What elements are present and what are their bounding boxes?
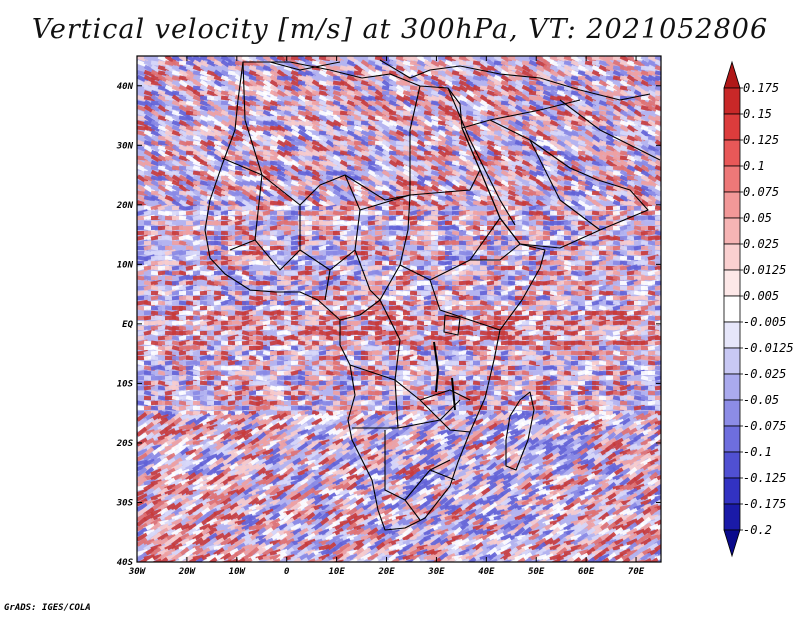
x-tick-label: 40E — [478, 567, 495, 577]
y-tick-label: 20N — [116, 201, 134, 211]
colorbar-label: -0.0125 — [743, 341, 794, 355]
colorbar-label: -0.2 — [743, 523, 772, 537]
colorbar-box — [723, 269, 741, 297]
colorbar-box — [723, 165, 741, 193]
y-tick-label: 30N — [116, 141, 134, 151]
colorbar-label: 0.1 — [743, 159, 765, 173]
colorbar-box — [723, 399, 741, 427]
colorbar-label: -0.025 — [743, 367, 786, 381]
colorbar-box — [723, 139, 741, 167]
madagascar-outline — [505, 391, 535, 471]
software-credit: GrADS: IGES/COLA — [4, 603, 91, 613]
x-tick-label: 10E — [328, 567, 345, 577]
colorbar-top-arrow — [723, 60, 741, 89]
y-tick-label: 40S — [117, 558, 134, 568]
x-tick-label: 0 — [284, 567, 290, 577]
colorbar-box — [723, 503, 741, 531]
x-tick-label: 70E — [628, 567, 645, 577]
colorbar-box — [723, 477, 741, 505]
map-axes: 30W 20W 10W 0 10E 20E 30E 40E 50E 60E 70E 40N 30N 20N… — [116, 56, 661, 577]
x-tick-label: 60E — [578, 567, 595, 577]
colorbar-box — [723, 425, 741, 453]
x-tick-label: 20E — [377, 567, 395, 577]
colorbar-bottom-arrow — [723, 529, 741, 558]
colorbar-box — [723, 217, 741, 245]
colorbar-box — [723, 87, 741, 115]
country-borders — [204, 59, 661, 531]
colorbar-box — [723, 243, 741, 271]
colorbar-box — [723, 373, 741, 401]
africa-coastline — [204, 61, 546, 531]
colorbar-label: -0.005 — [743, 315, 786, 329]
x-tick-label: 50E — [528, 567, 545, 577]
colorbar-label: 0.125 — [743, 133, 779, 147]
colorbar-label: 0.025 — [743, 237, 779, 251]
colorbar-label: 0.15 — [743, 107, 772, 121]
x-tick-label: 30W — [128, 567, 147, 577]
x-tick-label: 30E — [427, 567, 445, 577]
colorbar-box — [723, 451, 741, 479]
colorbar-label: 0.05 — [743, 211, 772, 225]
colorbar-label: -0.075 — [743, 419, 786, 433]
colorbar-label: -0.125 — [743, 471, 786, 485]
colorbar-box — [723, 191, 741, 219]
y-tick-label: 30S — [116, 498, 134, 508]
colorbar-label: -0.175 — [743, 497, 786, 511]
y-tick-label: 10N — [117, 260, 134, 270]
colorbar-label: 0.075 — [743, 185, 779, 199]
velocity-field — [137, 56, 661, 562]
colorbar-label: -0.05 — [743, 393, 779, 407]
y-tick-label: 40N — [117, 82, 134, 92]
colorbar-label: -0.1 — [743, 445, 772, 459]
colorbar-label: 0.0125 — [743, 263, 786, 277]
colorbar-label: 0.175 — [743, 81, 779, 95]
colorbar-box — [723, 347, 741, 375]
y-tick-label: EQ — [122, 320, 133, 330]
colorbar-box — [723, 295, 741, 323]
y-tick-label: 10S — [117, 379, 134, 389]
map-title: Vertical velocity [m/s] at 300hPa, VT: 2… — [31, 14, 769, 45]
x-tick-label: 10W — [229, 567, 247, 577]
colorbar-box — [723, 113, 741, 141]
colorbar-label: 0.005 — [743, 289, 779, 303]
colorbar-box — [723, 321, 741, 349]
x-tick-label: 20W — [178, 567, 197, 577]
colorbar: 0.175 0.15 0.125 0.1 0.075 0.05 0.025 0.0125 0.0… — [723, 60, 794, 558]
y-tick-label: 20S — [116, 439, 134, 449]
plot-frame — [136, 55, 662, 563]
